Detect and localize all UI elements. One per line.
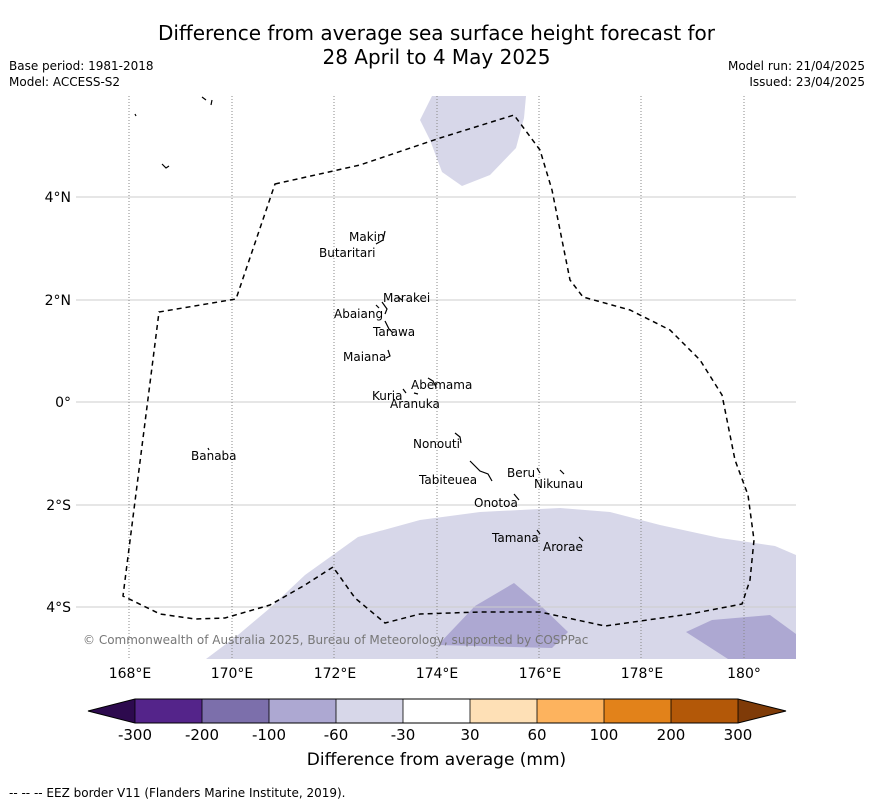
cbar-tick-9: 300 — [724, 726, 753, 744]
place-butaritari: Butaritari — [319, 246, 376, 260]
colorbar-swatch-9 — [671, 699, 738, 723]
lat-gridlines — [76, 196, 796, 608]
place-labels: Makin Butaritari Marakei Abaiang Tarawa … — [191, 230, 583, 554]
map-panel: Makin Butaritari Marakei Abaiang Tarawa … — [76, 96, 796, 659]
x-tick-172e: 172°E — [314, 666, 357, 682]
island-outlines — [134, 96, 584, 542]
place-beru: Beru — [507, 466, 535, 480]
place-makin: Makin — [349, 230, 385, 244]
y-tick-4s: 4°S — [46, 600, 71, 616]
place-abaiang: Abaiang — [334, 307, 383, 321]
place-onotoa: Onotoa — [474, 496, 518, 510]
place-marakei: Marakei — [383, 291, 430, 305]
place-maiana: Maiana — [343, 350, 386, 364]
cbar-tick-3: -60 — [324, 726, 349, 744]
y-tick-labels: 4°N 2°N 0° 2°S 4°S — [45, 190, 72, 616]
place-tarawa: Tarawa — [372, 325, 415, 339]
x-tick-180: 180° — [727, 666, 761, 682]
model-run: Model run: 21/04/2025 — [727, 59, 865, 73]
colorbar-swatch-2 — [202, 699, 269, 723]
colorbar-swatch-4 — [336, 699, 403, 723]
place-nikunau: Nikunau — [534, 477, 583, 491]
colorbar-swatch-1 — [135, 699, 202, 723]
x-tick-170e: 170°E — [211, 666, 254, 682]
eez-border — [122, 114, 755, 627]
place-abemama: Abemama — [411, 378, 472, 392]
y-tick-2s: 2°S — [46, 498, 71, 514]
colorbar-swatch-5 — [403, 699, 470, 723]
x-tick-168e: 168°E — [109, 666, 152, 682]
title-line-2: 28 April to 4 May 2025 — [322, 45, 551, 69]
colorbar-swatch-6 — [470, 699, 537, 723]
x-tick-labels: 168°E 170°E 172°E 174°E 176°E 178°E 180° — [109, 666, 761, 682]
map-title: Difference from average sea surface heig… — [0, 21, 873, 69]
colorbar-swatch-7 — [537, 699, 604, 723]
anomaly-region-south — [206, 508, 796, 659]
anomaly-region-south-strong-1 — [438, 583, 568, 648]
place-arorae: Arorae — [543, 540, 583, 554]
meta-left: Base period: 1981-2018 Model: ACCESS-S2 — [9, 58, 154, 90]
colorbar-swatch-10 — [738, 699, 786, 723]
anomaly-region-north — [420, 96, 526, 186]
y-tick-4n: 4°N — [45, 190, 71, 206]
colorbar-swatch-3 — [269, 699, 336, 723]
cbar-tick-6: 60 — [527, 726, 546, 744]
base-period: Base period: 1981-2018 — [9, 59, 154, 73]
x-tick-176e: 176°E — [519, 666, 562, 682]
colorbar-label: Difference from average (mm) — [306, 750, 567, 770]
place-nonouti: Nonouti — [413, 437, 460, 451]
cbar-tick-4: -30 — [391, 726, 416, 744]
colorbar-swatch-0 — [88, 699, 135, 723]
cbar-tick-8: 200 — [657, 726, 686, 744]
colorbar: -300 -200 -100 -60 -30 30 60 100 200 300 — [87, 698, 787, 744]
cbar-tick-2: -100 — [252, 726, 286, 744]
colorbar-swatch-8 — [604, 699, 671, 723]
meta-right: Model run: 21/04/2025 Issued: 23/04/2025 — [728, 58, 865, 90]
place-tabiteuea: Tabiteuea — [418, 473, 477, 487]
x-tick-178e: 178°E — [621, 666, 664, 682]
title-line-1: Difference from average sea surface heig… — [157, 21, 716, 45]
y-tick-0: 0° — [55, 395, 71, 411]
issued-date: Issued: 23/04/2025 — [749, 75, 865, 89]
colorbar-tick-labels: -300 -200 -100 -60 -30 30 60 100 200 300 — [118, 726, 752, 744]
colorbar-dividers — [134, 699, 739, 723]
cbar-tick-7: 100 — [590, 726, 619, 744]
x-tick-174e: 174°E — [416, 666, 459, 682]
cbar-tick-0: -300 — [118, 726, 152, 744]
eez-footnote: -- -- -- EEZ border V11 (Flanders Marine… — [9, 786, 346, 800]
place-banaba: Banaba — [191, 449, 237, 463]
model-name: Model: ACCESS-S2 — [9, 75, 121, 89]
copyright-notice: © Commonwealth of Australia 2025, Bureau… — [83, 633, 588, 647]
cbar-tick-1: -200 — [185, 726, 219, 744]
cbar-tick-5: 30 — [460, 726, 479, 744]
anomaly-region-south-strong-2 — [686, 615, 796, 659]
place-aranuka: Aranuka — [390, 397, 440, 411]
place-tamana: Tamana — [491, 531, 539, 545]
place-kuria: Kuria — [372, 389, 403, 403]
y-tick-2n: 2°N — [45, 293, 71, 309]
lon-gridlines — [128, 96, 745, 659]
